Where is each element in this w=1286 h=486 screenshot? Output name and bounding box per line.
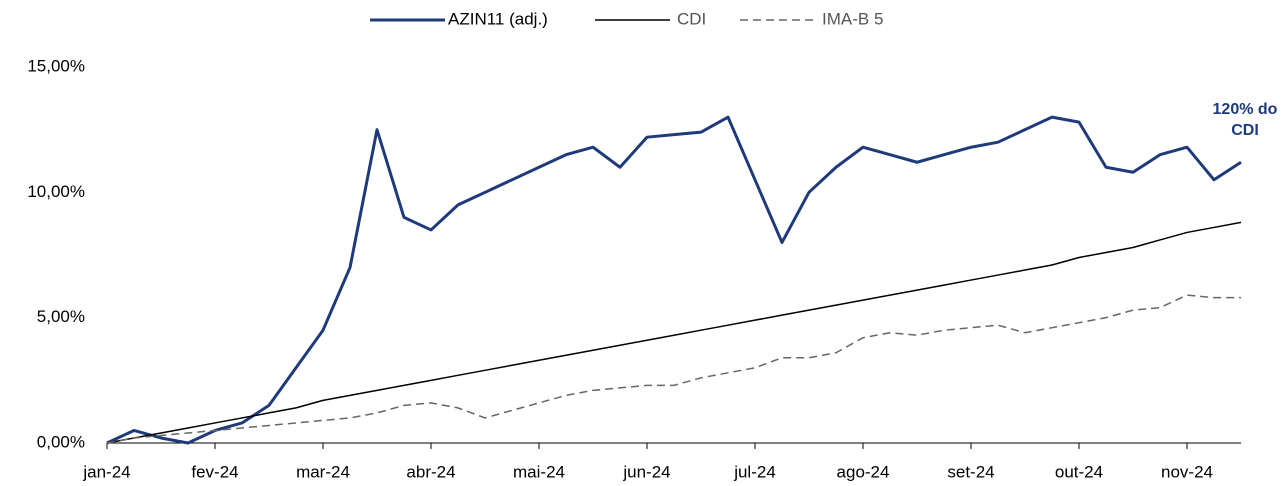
legend-label: AZIN11 (adj.)	[448, 9, 548, 28]
series-line	[106, 221, 1242, 444]
x-tick-label: mai-24	[513, 462, 565, 481]
x-tick-label: jul-24	[733, 462, 776, 481]
x-tick-label: nov-24	[1161, 462, 1213, 481]
y-tick-label: 5,00%	[37, 307, 85, 326]
x-tick-label: jan-24	[82, 462, 130, 481]
x-tick-label: ago-24	[837, 462, 890, 481]
x-tick-label: mar-24	[296, 462, 350, 481]
x-tick-label: jun-24	[622, 462, 670, 481]
annotation: 120% do	[1213, 101, 1278, 118]
y-tick-label: 0,00%	[37, 432, 85, 451]
x-tick-label: fev-24	[191, 462, 238, 481]
legend-label: CDI	[677, 9, 706, 28]
y-tick-label: 15,00%	[27, 56, 85, 75]
annotation: CDI	[1231, 122, 1259, 139]
series-line	[106, 115, 1242, 445]
x-tick-label: out-24	[1055, 462, 1103, 481]
x-tick-label: set-24	[947, 462, 994, 481]
series-line	[106, 294, 1241, 444]
y-tick-label: 10,00%	[27, 182, 85, 201]
legend-label: IMA-B 5	[822, 9, 883, 28]
x-tick-label: abr-24	[406, 462, 455, 481]
